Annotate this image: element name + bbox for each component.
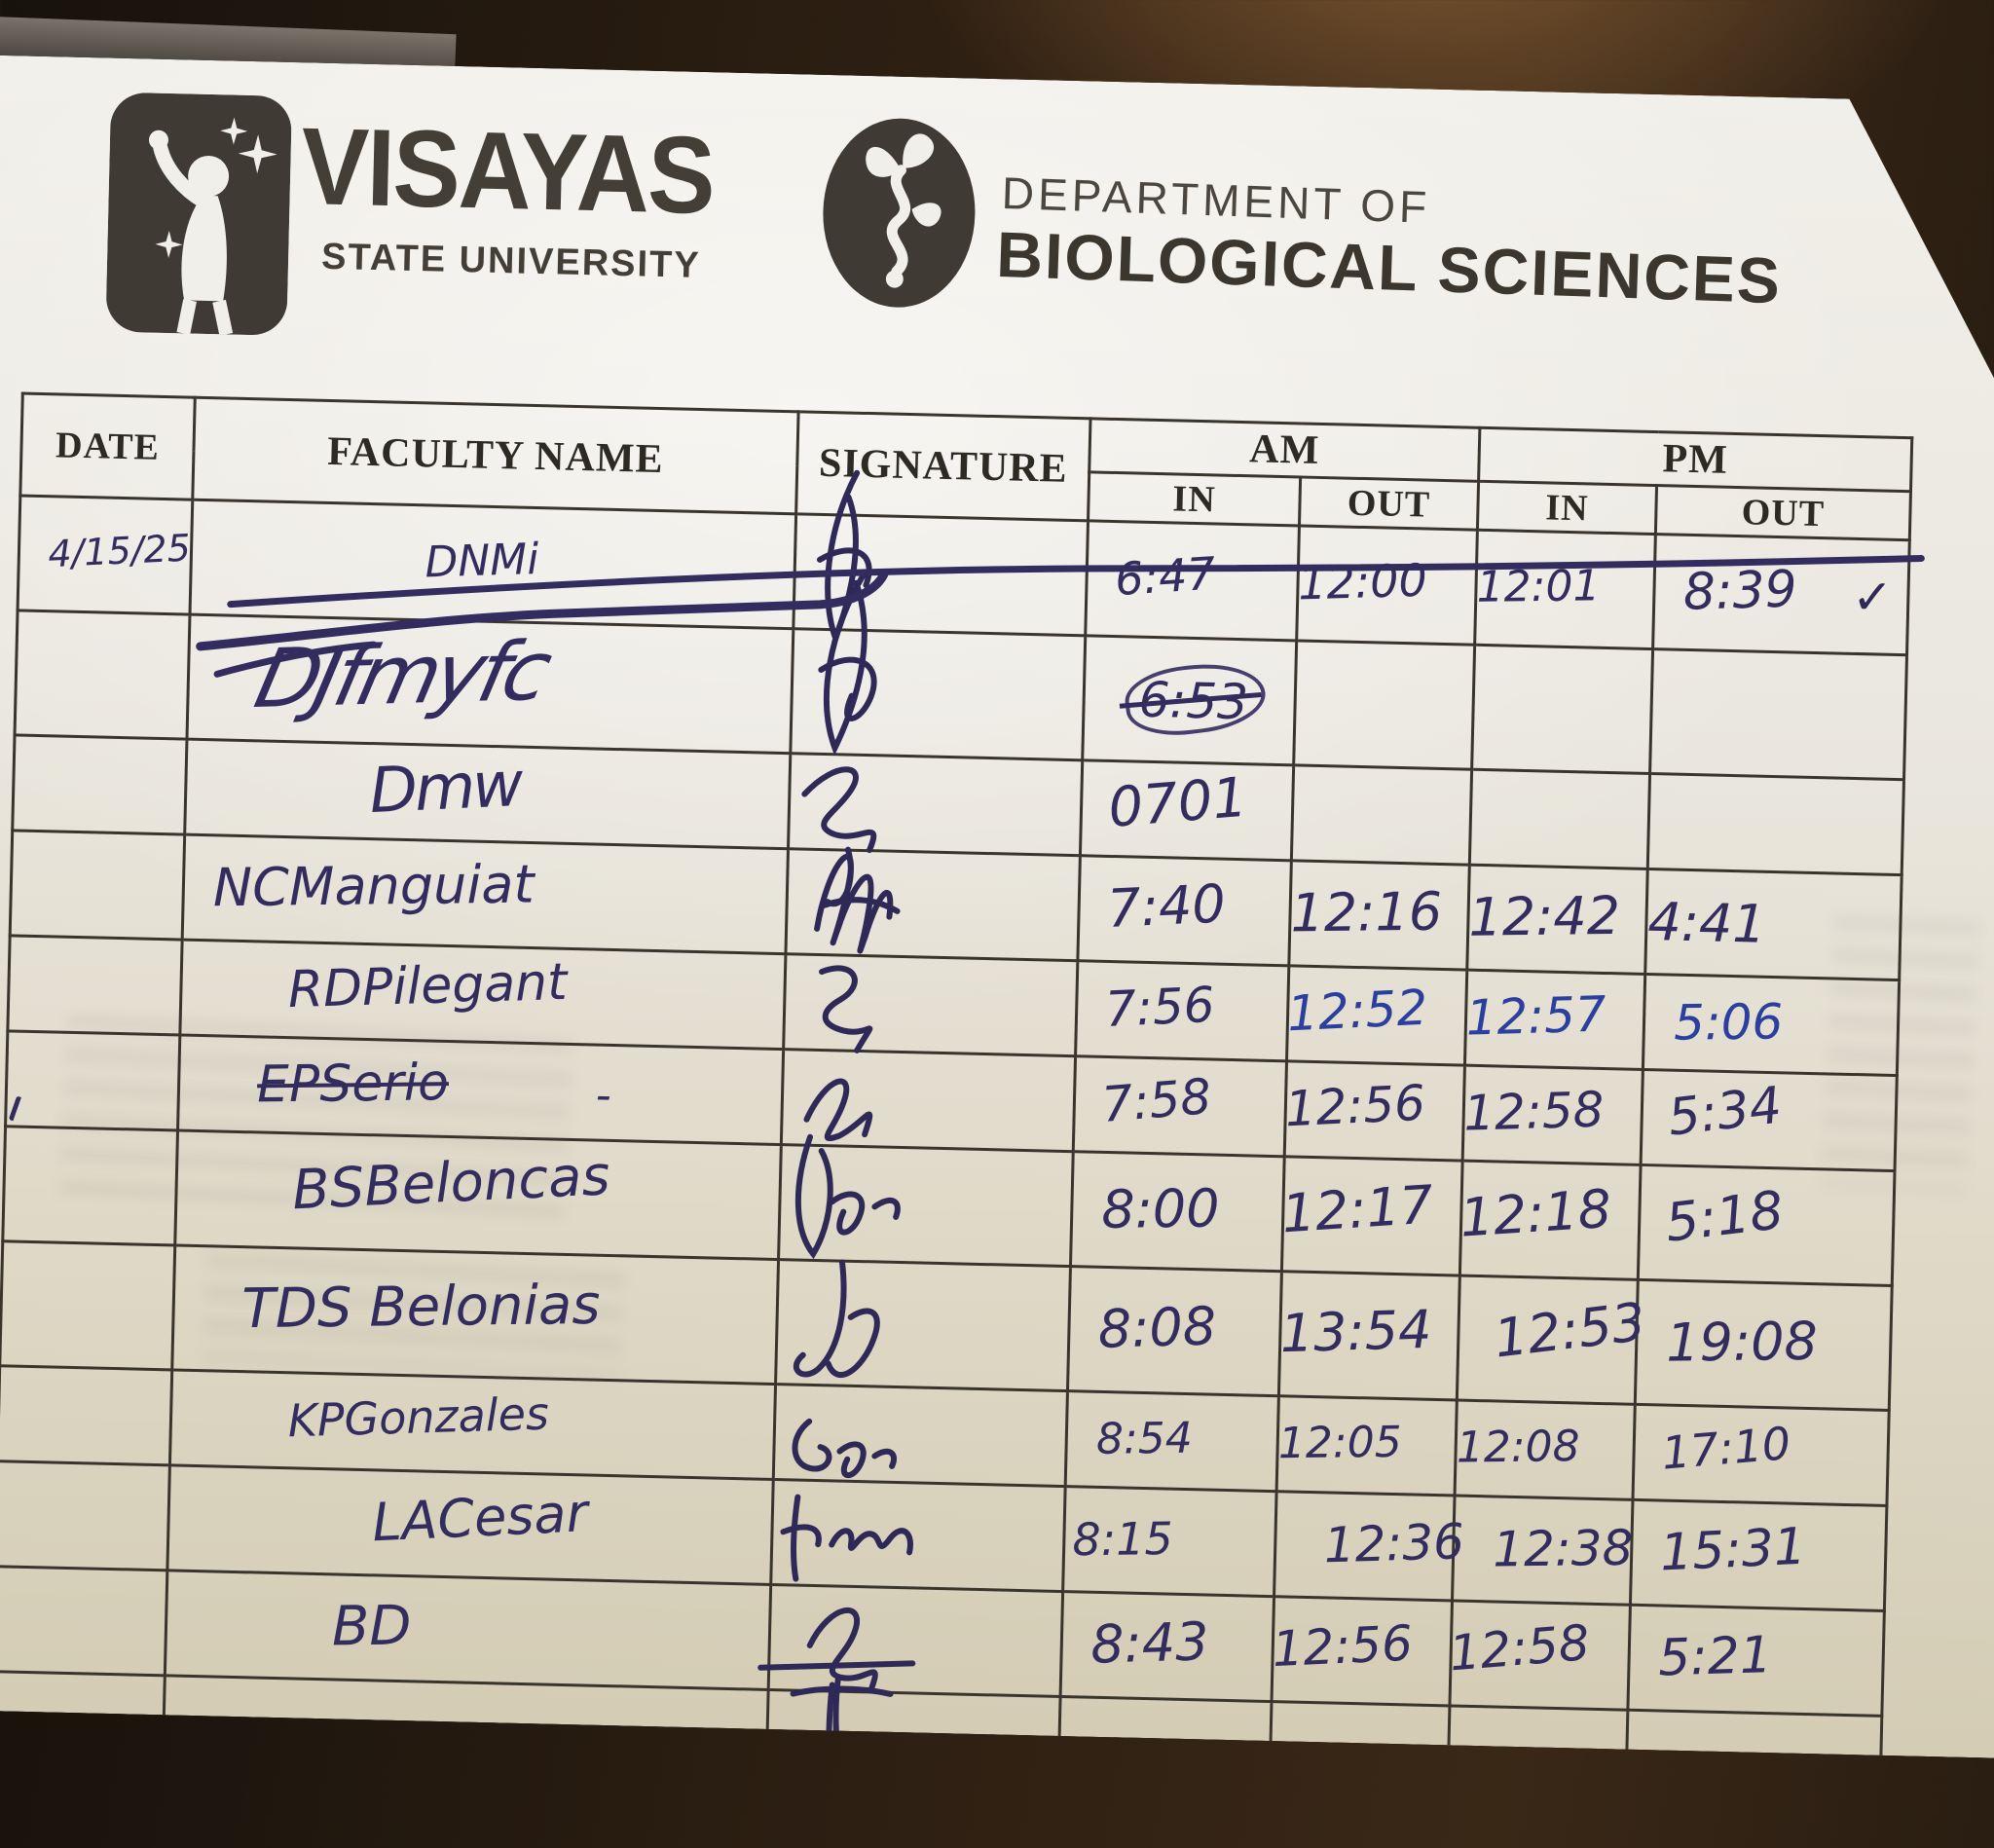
vsu-logo-icon [105,92,292,336]
pm-in-time: 12:01 [1476,561,1601,612]
am-in-time: 7:58 [1099,1067,1214,1133]
biology-department-logo-icon [820,116,979,311]
table-row: TDS Belonias 8:08 13:54 12:53 19:08 [0,1241,1892,1411]
am-out-time: 12:56 [1271,1614,1415,1678]
faculty-name: BSBeloncas [290,1144,611,1223]
am-in-time: 6:47 [1113,546,1218,606]
faculty-name: RDPilegant [287,952,569,1019]
pm-in-time: 12:08 [1456,1422,1580,1473]
signature-scribble [794,515,914,625]
col-header-pm-out: OUT [1655,486,1910,540]
table-row: RDPilegant 7:56 12:52 12:57 5:06 [8,936,1900,1076]
am-in-time: 8:54 [1095,1413,1194,1464]
pm-out-time: 5:21 [1657,1625,1773,1687]
pm-in-time: 12:42 [1468,884,1621,948]
pm-in-time: 12:57 [1464,985,1607,1047]
pm-in-time: 12:53 [1491,1290,1649,1370]
pm-out-time: 5:18 [1662,1179,1787,1254]
faculty-name: DNMi [424,534,540,588]
am-out-time: 13:54 [1278,1298,1433,1365]
col-header-date: DATE [20,393,195,499]
attendance-sheet-paper: VISAYAS STATE UNIVERSITY DEPARTMENT OF B… [0,54,1994,1761]
signature-scribble [777,1261,906,1381]
col-header-faculty-name: FACULTY NAME [193,397,798,514]
am-in-time: 7:56 [1103,976,1216,1038]
pm-out-time: 17:10 [1659,1416,1793,1480]
am-in-time: 8:08 [1096,1295,1217,1360]
signature-stroke [767,1693,897,1813]
signature-scribble [770,1586,918,1687]
checkmark: ✓ [1851,568,1894,626]
stray-dash: - [595,1070,612,1121]
am-in-time: 8:43 [1089,1610,1210,1676]
signature-scribble [785,955,894,1046]
pm-in-time: 12:58 [1462,1081,1606,1142]
faculty-name-crossed-out: DJfmyfc [246,622,556,726]
faculty-name: LACesar [370,1482,589,1554]
faculty-name: TDS Belonias [241,1273,601,1342]
header-row-1: DATE FACULTY NAME SIGNATURE AM PM [21,393,1912,492]
department-name: BIOLOGICAL SCIENCES [995,217,1784,317]
pm-out-time: 15:31 [1658,1517,1808,1583]
signature-scribble [790,755,918,845]
signature-scribble [783,1051,892,1141]
faculty-name: NCManguiat [212,853,535,919]
col-header-am-in: IN [1089,472,1301,526]
pm-out-time: 5:34 [1665,1076,1786,1148]
university-name: VISAYAS [299,105,716,238]
am-out-time: 12:56 [1283,1074,1427,1137]
am-out-time: 12:16 [1290,880,1443,944]
pm-out-time: 5:06 [1673,992,1784,1052]
am-out-time: 12:05 [1277,1417,1402,1469]
pm-in-time: 12:58 [1447,1613,1592,1682]
pm-out-time: 8:39 [1682,559,1798,622]
faculty-name: Dmw [367,748,523,828]
col-header-am: AM [1089,419,1480,481]
pm-in-time: 12:38 [1492,1519,1634,1577]
signature-scribble [788,850,916,950]
am-in-time: 0701 [1106,765,1250,840]
table-row: BSBeloncas 8:00 12:17 12:18 5:18 [3,1127,1895,1286]
table-row: EPSerio - 7:58 12:56 12:58 5:34 [6,1031,1898,1171]
faculty-name-struck: EPSerio [256,1053,450,1114]
pm-in-time: 12:18 [1458,1177,1613,1249]
signature-scribble [772,1481,920,1582]
faculty-name: BD [331,1594,412,1659]
signature-scribble [775,1386,904,1476]
am-in-time: 7:40 [1105,872,1228,940]
date-value: 4/15/25 [47,525,192,575]
attendance-table: DATE FACULTY NAME SIGNATURE AM PM IN OUT… [0,391,1913,1842]
pm-out-time: 19:08 [1665,1310,1819,1374]
col-header-am-out: OUT [1299,477,1478,530]
signature-scribble [792,630,911,750]
am-in-time-scribbled: 6:53 [1138,671,1249,730]
am-in-time: 8:00 [1100,1177,1220,1240]
am-out-time: 12:00 [1297,553,1428,610]
university-subtitle: STATE UNIVERSITY [320,236,702,286]
am-out-time: 12:17 [1279,1173,1435,1245]
col-header-pm-in: IN [1477,481,1656,534]
am-out-time: 12:52 [1285,979,1429,1042]
signature-scribble [780,1146,909,1256]
table-row: NCManguiat 7:40 12:16 12:42 4:41 [10,831,1902,980]
am-out-time: 12:36 [1322,1512,1465,1573]
am-in-time: 8:15 [1072,1511,1174,1566]
faculty-name: KPGonzales [286,1386,550,1447]
pm-out-time: 4:41 [1646,891,1767,955]
